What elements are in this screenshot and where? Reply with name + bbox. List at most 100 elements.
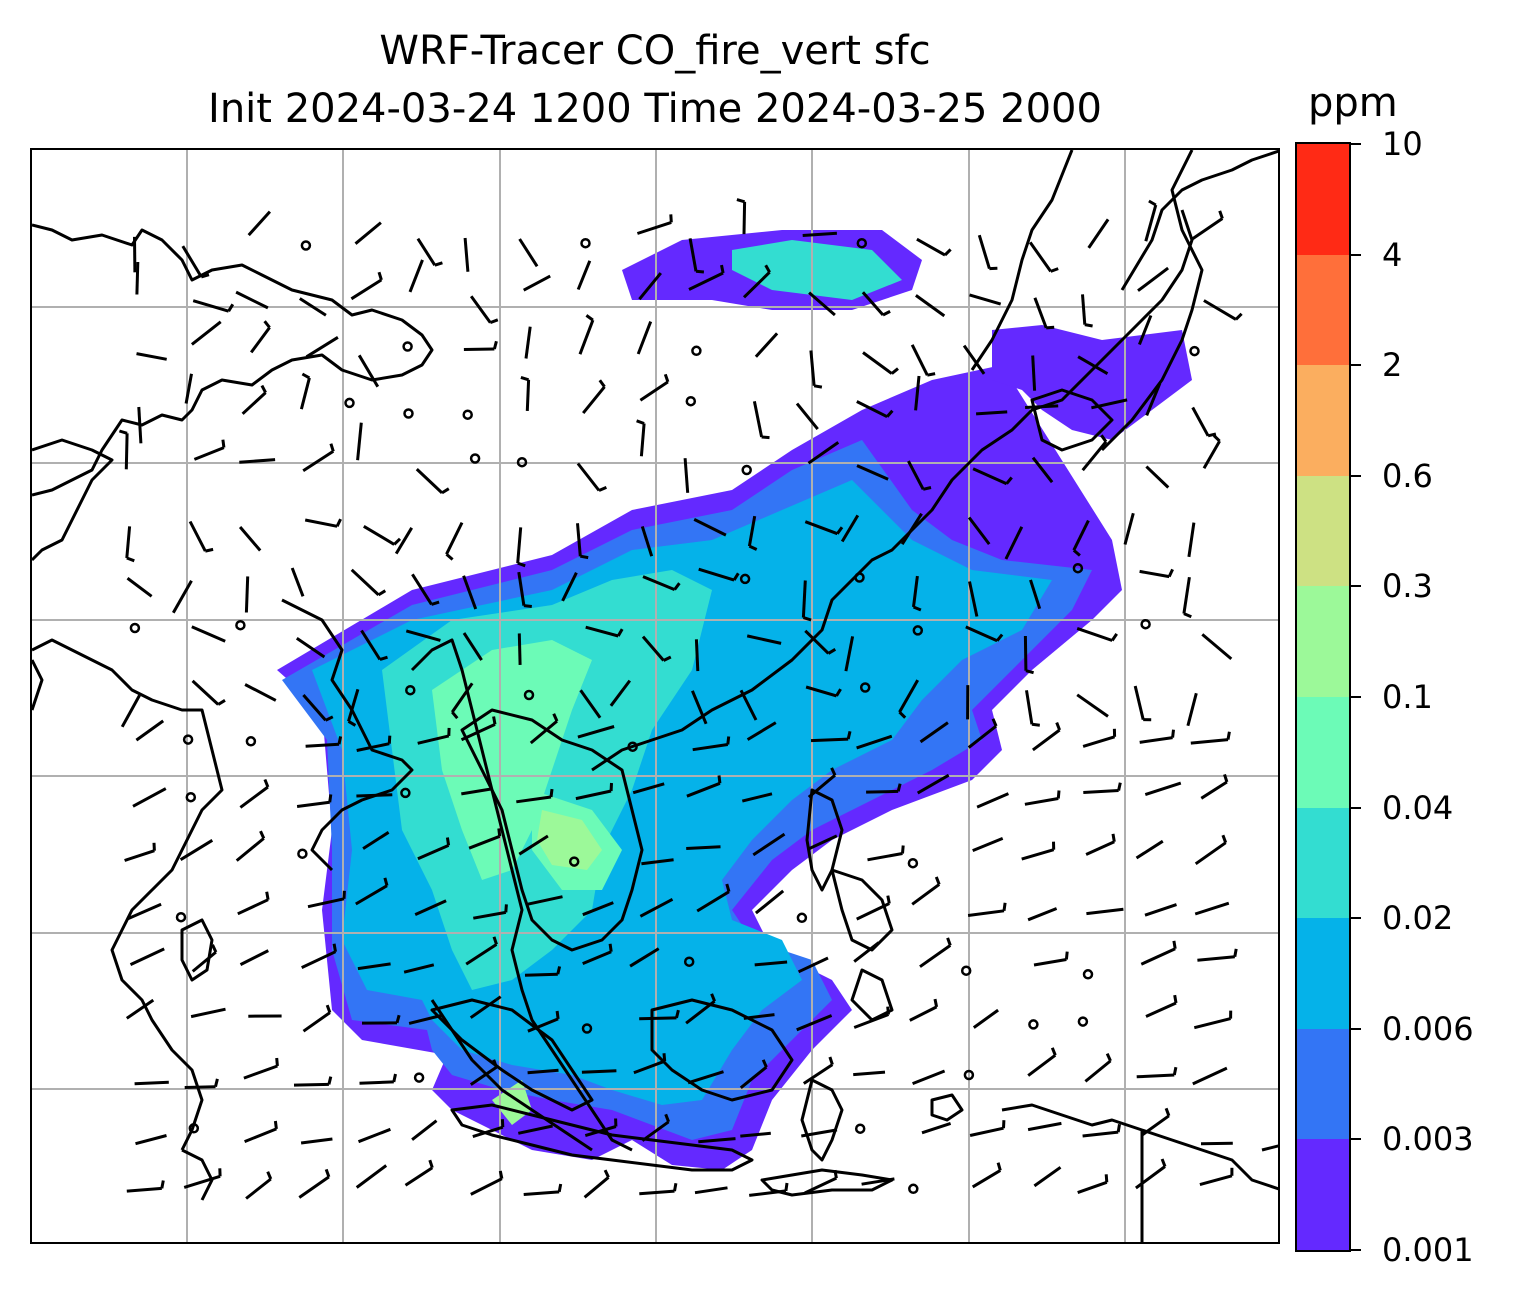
- wind-barb: [916, 773, 950, 795]
- calm-wind-marker: [469, 453, 481, 464]
- wind-barb: [808, 291, 836, 317]
- wind-barb: [473, 904, 508, 920]
- wind-barb: [912, 575, 922, 612]
- wind-barb: [972, 1008, 999, 1029]
- calm-wind-marker: [963, 1069, 975, 1081]
- wind-barb: [1140, 940, 1177, 966]
- wind-barb: [1085, 833, 1116, 856]
- wind-barb: [1033, 951, 1069, 967]
- wind-barb: [193, 439, 226, 461]
- wind-barb: [696, 883, 731, 913]
- wind-barb: [743, 1013, 775, 1020]
- wind-barb: [575, 782, 613, 801]
- colorbar-tick-label: 0.1: [1382, 678, 1433, 716]
- wind-barb: [307, 890, 346, 909]
- wind-barb: [742, 264, 771, 299]
- field-level-0.02-north: [732, 240, 902, 300]
- wind-barb: [299, 372, 311, 410]
- calm-wind-marker: [405, 684, 416, 696]
- wind-barb: [582, 901, 614, 917]
- wind-barb: [183, 1168, 222, 1189]
- colorbar-unit-label: ppm: [1308, 80, 1398, 126]
- wind-barb: [578, 314, 595, 355]
- calm-wind-marker: [580, 237, 591, 249]
- calm-wind-marker: [960, 965, 972, 976]
- wind-barb: [741, 792, 773, 803]
- wind-barb: [698, 1137, 736, 1144]
- coastline: [281, 598, 414, 872]
- wind-barb: [305, 336, 339, 359]
- wind-barb: [468, 828, 502, 850]
- wind-barb: [120, 694, 141, 728]
- wind-barb: [639, 373, 670, 402]
- colorbar-tick: [1351, 917, 1361, 920]
- wind-barb: [1145, 465, 1170, 489]
- wind-barb: [1084, 1052, 1112, 1083]
- calm-wind-marker: [516, 456, 528, 468]
- calm-wind-marker: [245, 736, 257, 747]
- map-subtitle: Init 2024-03-24 1200 Time 2024-03-25 200…: [208, 86, 1102, 132]
- wind-barb: [561, 572, 578, 602]
- wind-barb: [686, 845, 721, 850]
- wind-barb: [576, 523, 589, 560]
- wind-barb: [1083, 782, 1122, 794]
- wind-barb: [921, 1121, 952, 1135]
- wind-barb: [807, 767, 837, 799]
- wind-barb: [118, 429, 129, 470]
- wind-barb: [641, 1113, 670, 1142]
- wind-barb: [247, 210, 272, 237]
- wind-barb: [416, 237, 443, 267]
- wind-barb: [125, 526, 135, 563]
- wind-barb: [916, 237, 952, 257]
- calm-wind-marker: [413, 1072, 425, 1083]
- wind-barb: [472, 1119, 505, 1139]
- wind-barb: [518, 834, 549, 856]
- calm-wind-marker: [691, 345, 702, 357]
- wind-barb: [300, 1137, 333, 1145]
- wind-barb: [636, 419, 646, 457]
- wind-barb: [179, 839, 214, 861]
- wind-barb: [524, 326, 532, 359]
- wind-barb: [408, 1013, 444, 1025]
- map-panel[interactable]: [30, 148, 1280, 1244]
- wind-barb: [694, 1186, 728, 1195]
- wind-barb: [129, 947, 165, 966]
- wind-barb: [915, 294, 946, 318]
- wind-barb: [516, 788, 554, 804]
- wind-barb: [135, 1134, 167, 1146]
- calm-wind-marker: [907, 857, 919, 869]
- graticule-layer: [32, 150, 1278, 1242]
- wind-barb: [977, 234, 998, 271]
- wind-barb: [698, 567, 740, 582]
- coastline: [32, 638, 224, 1151]
- wind-barb: [796, 1014, 833, 1032]
- coastline: [800, 1078, 844, 1162]
- wind-barb: [579, 689, 602, 719]
- calm-wind-marker: [129, 622, 141, 634]
- colorbar-segment: [1297, 585, 1349, 697]
- wind-barb: [241, 384, 267, 415]
- wind-barb: [1145, 994, 1178, 1018]
- wind-barb: [357, 1127, 391, 1144]
- tracer-field-layer: [277, 230, 1192, 1170]
- wind-barb: [641, 858, 674, 866]
- wind-barb: [356, 422, 363, 461]
- calm-wind-marker: [568, 856, 580, 867]
- coastline: [650, 998, 794, 1102]
- wind-barb: [1194, 834, 1228, 866]
- wind-barb: [235, 830, 266, 862]
- wind-barb: [238, 526, 262, 552]
- wind-barb: [636, 214, 673, 235]
- coastline: [591, 209, 1194, 772]
- wind-barb: [856, 464, 889, 481]
- wind-barb: [461, 787, 493, 796]
- wind-barb: [801, 580, 812, 622]
- wind-barb: [1200, 773, 1229, 800]
- colorbar-segment: [1297, 1028, 1349, 1140]
- wind-barb: [526, 895, 563, 906]
- wind-barb: [1076, 693, 1109, 718]
- wind-barb: [639, 1182, 678, 1196]
- wind-barb: [1138, 314, 1153, 346]
- colorbar-segment: [1297, 917, 1349, 1029]
- wind-barb: [192, 299, 235, 313]
